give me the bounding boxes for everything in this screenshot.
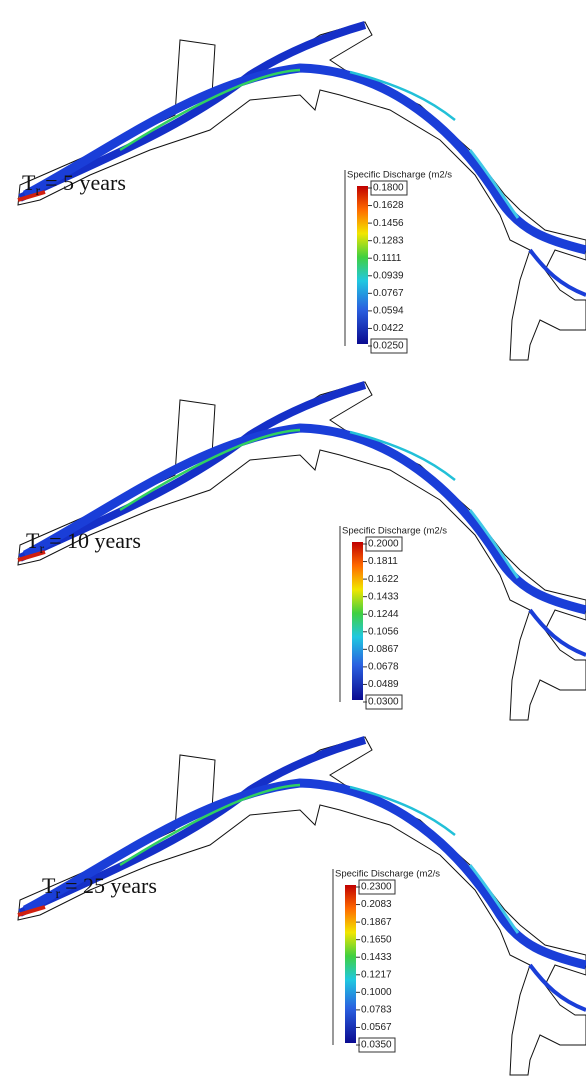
tick-label: 0.0422 [373, 323, 404, 334]
legend: Specific Discharge (m2/s 0.1800 0.1628 0.14… [345, 170, 452, 353]
tick-label: 0.1622 [368, 574, 399, 585]
colorbar [352, 542, 363, 700]
label-symbol: T [26, 528, 40, 553]
tick-label: 0.0350 [361, 1040, 392, 1051]
label-text: = 10 years [49, 528, 141, 553]
tick-label: 0.0300 [368, 697, 399, 708]
label-text: = 5 years [45, 170, 126, 195]
panel-label: Tr = 10 years [26, 528, 141, 557]
label-subscript: r [35, 184, 40, 199]
tick-label: 0.1628 [373, 200, 404, 211]
tick-label: 0.1111 [373, 253, 402, 264]
tick-label: 0.1650 [361, 934, 392, 945]
tick-label: 0.1433 [368, 591, 399, 602]
tick-label: 0.1244 [368, 609, 399, 620]
colorbar [357, 186, 368, 344]
legend-title: Specific Discharge (m2/s [347, 170, 452, 181]
tick-label: 0.1217 [361, 969, 392, 980]
tick-label: 0.1433 [361, 952, 392, 963]
tick-label: 0.2083 [361, 899, 392, 910]
tick-label: 0.1000 [361, 987, 392, 998]
tick-label: 0.1800 [373, 183, 404, 194]
river-map [18, 737, 586, 1075]
label-text: = 25 years [65, 873, 157, 898]
tick-label: 0.0767 [373, 288, 404, 299]
legend-title: Specific Discharge (m2/s [342, 526, 447, 537]
panel: Tr = 25 years Specific Discharge (m2/s 0.23… [18, 737, 586, 1075]
panel: Tr = 5 years Specific Discharge (m2/s 0.180… [18, 22, 586, 360]
label-symbol: T [42, 873, 56, 898]
panel: Tr = 10 years Specific Discharge (m2/s 0.20… [18, 382, 586, 720]
tick-label: 0.1056 [368, 626, 399, 637]
tick-label: 0.1456 [373, 218, 404, 229]
tick-label: 0.0678 [368, 662, 399, 673]
tick-label: 0.0489 [368, 679, 399, 690]
tick-label: 0.1867 [361, 917, 392, 928]
panel-label: Tr = 5 years [22, 170, 126, 199]
tick-label: 0.2300 [361, 882, 392, 893]
panel-label: Tr = 25 years [42, 873, 157, 902]
tick-label: 0.2000 [368, 539, 399, 550]
tick-label: 0.0939 [373, 270, 404, 281]
tick-label: 0.0867 [368, 644, 399, 655]
colorbar [345, 885, 356, 1043]
tick-label: 0.0783 [361, 1005, 392, 1016]
tick-label: 0.1283 [373, 235, 404, 246]
label-subscript: r [55, 887, 60, 902]
tick-label: 0.0567 [361, 1022, 392, 1033]
label-symbol: T [22, 170, 36, 195]
legend-title: Specific Discharge (m2/s [335, 869, 440, 880]
label-subscript: r [39, 542, 44, 557]
legend: Specific Discharge (m2/s 0.2300 0.2083 0.18… [333, 869, 440, 1052]
legend: Specific Discharge (m2/s 0.2000 0.1811 0.16… [340, 526, 447, 709]
figure: Tr = 5 years Specific Discharge (m2/s 0.180… [0, 0, 586, 1079]
tick-label: 0.0594 [373, 306, 404, 317]
tick-label: 0.1811 [368, 556, 398, 567]
tick-label: 0.0250 [373, 341, 404, 352]
